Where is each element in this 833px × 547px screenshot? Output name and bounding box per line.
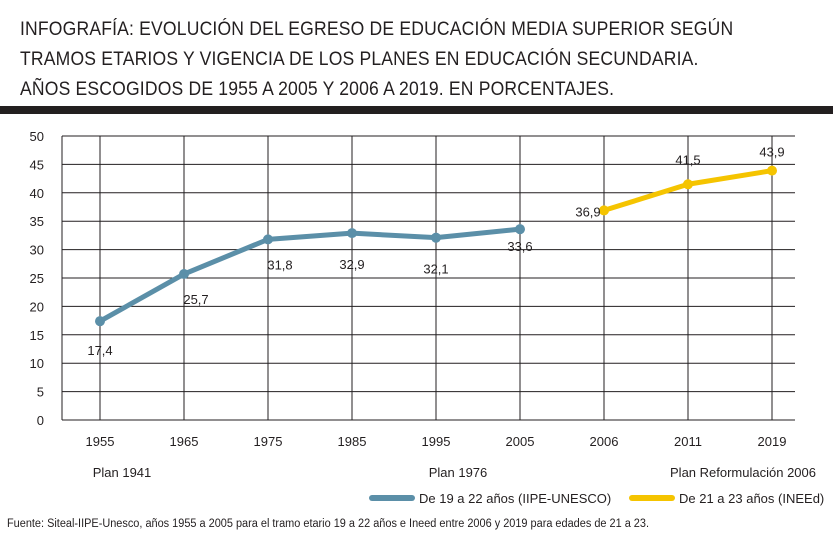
line-chart: 0 5 10 15 20 25 30 35 40 45 50 1955 1965 1975 1985 1995… xyxy=(30,129,825,506)
y-tick-label: 15 xyxy=(30,328,44,343)
data-label: 33,6 xyxy=(507,239,532,254)
x-tick-label: 2011 xyxy=(674,434,702,449)
legend-label-2: De 21 a 23 años (INEEd) xyxy=(679,491,824,506)
y-tick-label: 5 xyxy=(37,385,44,400)
data-label: 25,7 xyxy=(183,292,208,307)
data-label: 43,9 xyxy=(759,145,784,160)
series-line-1 xyxy=(97,226,523,324)
data-label: 32,9 xyxy=(339,257,364,272)
x-tick-label: 2019 xyxy=(758,434,787,449)
title-line-3: AÑOS ESCOGIDOS DE 1955 A 2005 Y 2006 A 2… xyxy=(20,78,615,100)
x-tick-label: 2005 xyxy=(506,434,535,449)
series-2-point xyxy=(599,205,609,216)
y-tick-label: 10 xyxy=(30,356,44,371)
series-2-point xyxy=(683,179,693,190)
series-1-point xyxy=(515,224,525,235)
data-label: 41,5 xyxy=(675,152,700,167)
y-tick-label: 50 xyxy=(30,129,44,144)
source-note: Fuente: Siteal-IIPE-Unesco, años 1955 a … xyxy=(7,518,649,530)
data-label: 32,1 xyxy=(423,262,448,277)
title-line-2: TRAMOS ETARIOS Y VIGENCIA DE LOS PLANES … xyxy=(20,48,699,70)
y-tick-label: 25 xyxy=(30,271,44,286)
series-1-point xyxy=(95,316,105,327)
x-tick-label: 2006 xyxy=(590,434,619,449)
plan-label: Plan Reformulación 2006 xyxy=(670,465,816,480)
y-tick-label: 35 xyxy=(30,214,44,229)
series-2-point xyxy=(767,165,777,176)
plan-label: Plan 1941 xyxy=(93,465,152,480)
plan-label: Plan 1976 xyxy=(429,465,488,480)
legend-label-1: De 19 a 22 años (IIPE-UNESCO) xyxy=(419,491,611,506)
title-divider xyxy=(0,106,833,114)
chart-title: INFOGRAFÍA: EVOLUCIÓN DEL EGRESO DE EDUC… xyxy=(20,14,820,104)
data-label: 36,9 xyxy=(575,204,600,219)
data-label: 17,4 xyxy=(87,343,112,358)
series-1-point xyxy=(263,234,273,245)
series-1-point xyxy=(431,232,441,243)
y-tick-label: 45 xyxy=(30,157,44,172)
x-tick-label: 1975 xyxy=(254,434,283,449)
series-1-point xyxy=(179,269,189,280)
y-tick-label: 40 xyxy=(30,186,44,201)
y-tick-label: 0 xyxy=(37,413,44,428)
y-tick-label: 30 xyxy=(30,243,44,258)
title-line-1: INFOGRAFÍA: EVOLUCIÓN DEL EGRESO DE EDUC… xyxy=(20,18,734,40)
x-tick-label: 1965 xyxy=(170,434,199,449)
x-tick-label: 1985 xyxy=(338,434,367,449)
x-tick-label: 1955 xyxy=(86,434,115,449)
y-tick-label: 20 xyxy=(30,299,44,314)
data-label: 31,8 xyxy=(267,257,292,272)
series-1-point xyxy=(347,228,357,239)
x-tick-label: 1995 xyxy=(422,434,451,449)
